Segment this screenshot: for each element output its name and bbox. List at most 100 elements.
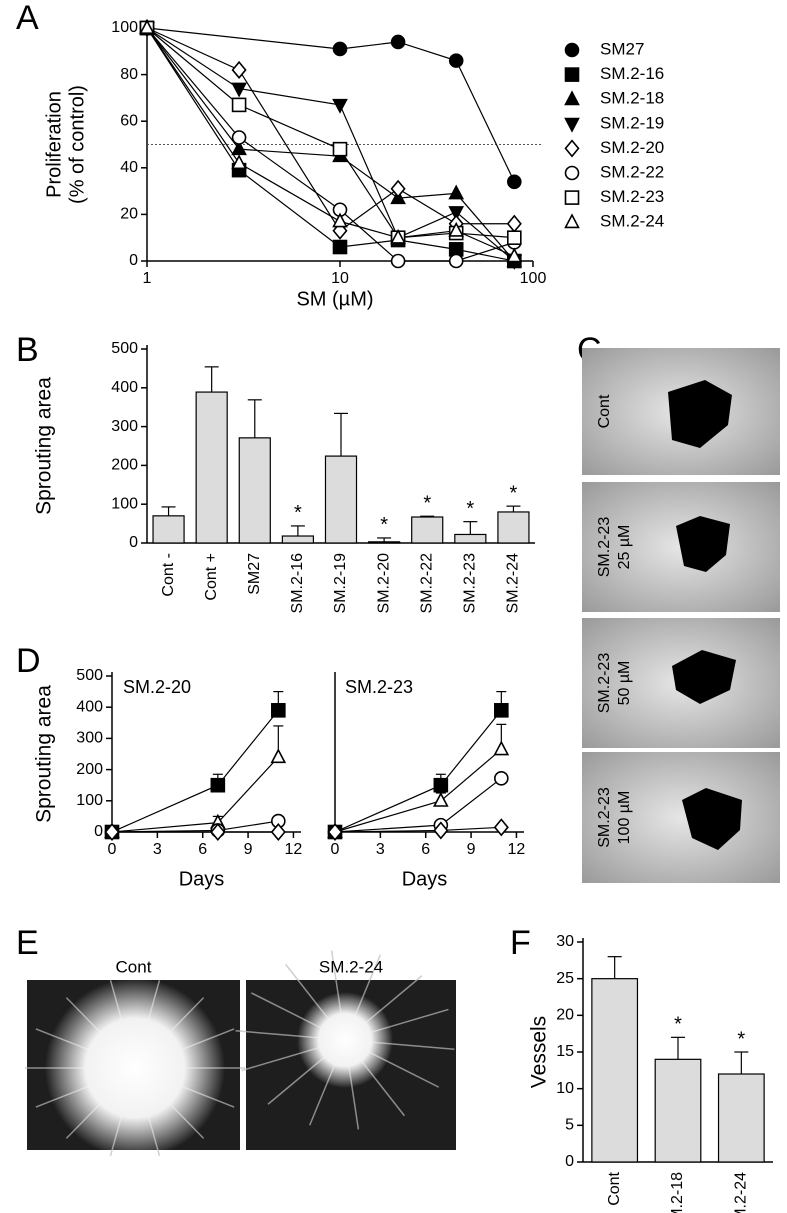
x-tick-label: SM27: [246, 553, 263, 595]
photo-spheroid: [668, 380, 732, 448]
significance-mark: *: [737, 1028, 745, 1050]
photo-implant: [297, 992, 393, 1088]
y-tick-label: 200: [111, 457, 138, 474]
marker: [210, 822, 226, 842]
y-tick-label: 500: [76, 667, 103, 684]
significance-mark: *: [380, 514, 388, 536]
error-bar: [607, 956, 622, 979]
photo-spheroid: [676, 516, 730, 572]
error-bar: [671, 1036, 685, 1060]
marker: [448, 206, 465, 221]
x-tick-label: 0: [108, 841, 117, 858]
series-line: [146, 27, 515, 262]
legend-label: SM.2-22: [600, 162, 664, 181]
photo-label: SM.2-24: [319, 957, 383, 976]
bar: [654, 1058, 702, 1163]
x-tick-label: SM.2-24: [733, 1172, 750, 1213]
legend-label: SM.2-23: [600, 187, 664, 206]
marker: [564, 117, 580, 133]
marker: [271, 703, 286, 718]
significance-mark: *: [466, 498, 474, 520]
panel-label: F: [510, 924, 531, 962]
marker: [564, 165, 580, 181]
x-axis-label: Days: [402, 868, 448, 890]
x-tick-label: 12: [508, 841, 526, 858]
y-axis-label: Vessels: [528, 1016, 551, 1088]
error-bar: [290, 525, 305, 537]
marker: [332, 221, 348, 240]
x-tick-label: 10: [331, 270, 349, 287]
panel-label: D: [16, 642, 41, 680]
error-bar: [247, 399, 262, 438]
marker: [390, 228, 406, 244]
error-bar: [161, 506, 176, 516]
series-line: [146, 27, 515, 257]
y-tick-label: 200: [76, 761, 103, 778]
series-line: [146, 27, 515, 232]
y-tick-label: 100: [76, 792, 103, 809]
y-tick-label: 60: [120, 112, 138, 129]
y-tick-label: 25: [556, 970, 574, 987]
marker: [564, 67, 580, 82]
significance-mark: *: [510, 482, 518, 504]
legend-label: SM.2-19: [600, 113, 664, 132]
photo-label: Cont: [116, 957, 152, 976]
chart-title: SM.2-20: [123, 677, 191, 697]
bar: [238, 437, 271, 544]
marker: [390, 253, 406, 269]
marker: [332, 41, 348, 57]
x-tick-label: Cont +: [203, 553, 220, 601]
y-tick-label: 0: [565, 1153, 574, 1170]
x-tick-label: SM.2-19: [332, 553, 349, 614]
x-tick-label: SM.2-24: [505, 553, 522, 614]
marker: [506, 214, 522, 233]
x-tick-label: SM.2-16: [289, 553, 306, 614]
bar: [195, 391, 228, 544]
marker: [210, 777, 226, 793]
legend-label: SM.2-16: [600, 64, 664, 83]
marker: [494, 771, 509, 786]
marker: [506, 230, 522, 245]
error-bar: [734, 1051, 749, 1074]
legend-label: SM.2-24: [600, 212, 664, 231]
x-tick-label: 6: [421, 841, 430, 858]
significance-mark: *: [294, 502, 302, 524]
x-tick-label: SM.2-20: [375, 553, 392, 614]
marker: [564, 42, 580, 58]
error-bar: [204, 366, 219, 393]
series-line: [334, 777, 502, 833]
photo-label: Cont: [596, 394, 613, 428]
marker: [231, 82, 247, 98]
bar: [591, 978, 639, 1163]
marker: [448, 221, 465, 237]
marker: [433, 821, 449, 840]
y-tick-label: 300: [111, 418, 138, 435]
y-tick-label: 500: [111, 340, 138, 357]
x-tick-label: 6: [198, 841, 207, 858]
y-tick-label: 5: [565, 1117, 574, 1134]
photo-label: 50 µM: [616, 661, 633, 706]
x-tick-label: 9: [244, 841, 253, 858]
x-tick-label: 1: [143, 270, 152, 287]
marker: [231, 97, 247, 113]
marker: [493, 818, 509, 837]
x-tick-label: SM.2-22: [418, 553, 435, 614]
photo-spheroid: [672, 650, 736, 704]
series-line: [146, 27, 515, 239]
x-tick-label: 3: [376, 841, 385, 858]
y-tick-label: 100: [111, 19, 138, 36]
y-tick-label: 10: [556, 1080, 574, 1097]
marker: [448, 184, 465, 200]
marker: [139, 19, 155, 35]
significance-mark: *: [674, 1014, 682, 1036]
y-tick-label: 15: [556, 1043, 574, 1060]
marker: [332, 98, 348, 114]
marker: [332, 239, 348, 255]
error-bar: [334, 412, 348, 457]
series-line: [111, 709, 279, 833]
series-line: [146, 27, 515, 183]
error-bar: [377, 537, 392, 542]
y-tick-label: 0: [94, 823, 103, 840]
marker: [231, 60, 247, 79]
